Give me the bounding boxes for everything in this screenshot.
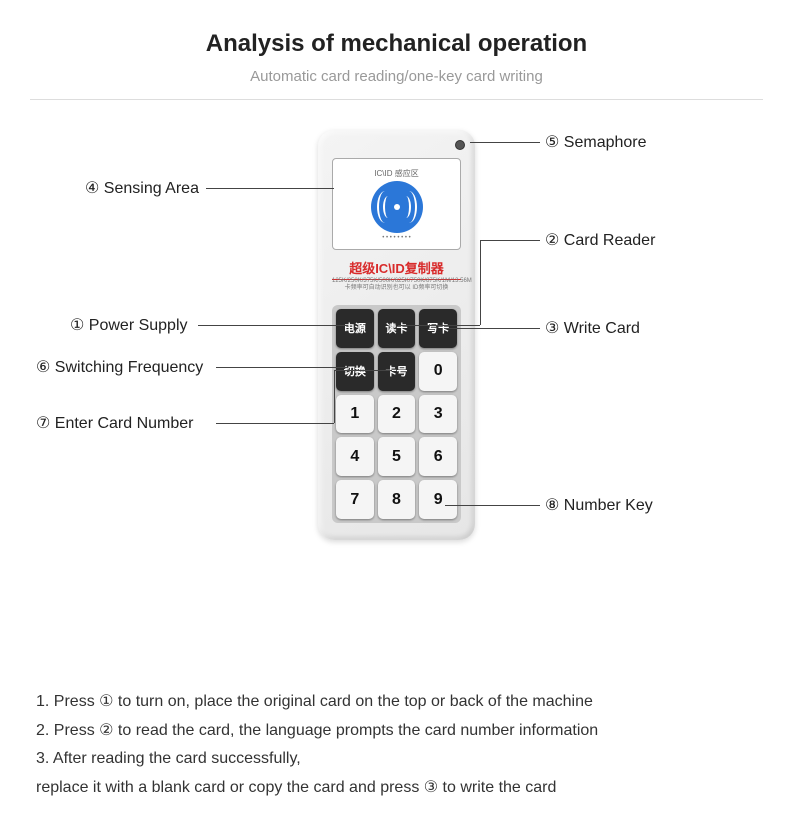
num-7-button[interactable]: 7 [336,480,374,519]
page-subtitle: Automatic card reading/one-key card writ… [0,68,793,85]
leader-line [480,240,540,241]
num-8-button[interactable]: 8 [378,480,416,519]
callout-semaphore: ⑤ Semaphore [545,132,647,152]
leader-line [198,325,348,326]
card-number-button[interactable]: 卡号 [378,352,416,391]
keypad: 电源 读卡 写卡 切换 卡号 0 1 2 3 4 5 6 7 8 9 [332,305,461,523]
device-body: IC\ID 感应区 • • • • • • • • 超级IC\ID复制器 125… [318,130,475,540]
leader-line [206,188,334,189]
num-2-button[interactable]: 2 [378,395,416,434]
diagram-canvas: IC\ID 感应区 • • • • • • • • 超级IC\ID复制器 125… [0,110,793,610]
num-9-button[interactable]: 9 [419,480,457,519]
num-4-button[interactable]: 4 [336,437,374,476]
leader-line [216,367,348,368]
leader-line [334,370,335,423]
leader-line [398,325,480,326]
leader-line [334,370,392,371]
num-0-button[interactable]: 0 [419,352,457,391]
sensing-area-screen: IC\ID 感应区 • • • • • • • • [332,158,461,250]
num-5-button[interactable]: 5 [378,437,416,476]
read-card-button[interactable]: 读卡 [378,309,416,348]
num-6-button[interactable]: 6 [419,437,457,476]
leader-line [480,240,481,325]
callout-sensing-area: ④ Sensing Area [85,178,199,198]
instruction-line: replace it with a blank card or copy the… [36,774,757,803]
instruction-line: 3. After reading the card successfully, [36,745,757,774]
callout-enter-card-number: ⑦ Enter Card Number [36,413,194,433]
leader-line [445,505,540,506]
rfid-icon [371,181,423,233]
screen-bottom-text: • • • • • • • • [382,235,410,241]
screen-top-label: IC\ID 感应区 [374,168,418,179]
device-title-red: 超级IC\ID复制器 [332,258,461,280]
power-button[interactable]: 电源 [336,309,374,348]
callout-power-supply: ① Power Supply [70,315,188,335]
page-title: Analysis of mechanical operation [0,30,793,58]
switch-button[interactable]: 切换 [336,352,374,391]
leader-line [470,142,540,143]
leader-line [445,328,540,329]
instruction-line: 2. Press ② to read the card, the languag… [36,717,757,746]
instructions-block: 1. Press ① to turn on, place the origina… [36,688,757,803]
callout-card-reader: ② Card Reader [545,230,655,250]
semaphore-led [455,140,465,150]
divider [30,99,763,100]
device-freq-text: 125K/250K/375K/500K/625K/750K/875K/1M/13… [332,278,461,292]
callout-write-card: ③ Write Card [545,318,640,338]
num-1-button[interactable]: 1 [336,395,374,434]
instruction-line: 1. Press ① to turn on, place the origina… [36,688,757,717]
callout-switching-freq: ⑥ Switching Frequency [36,357,203,377]
num-3-button[interactable]: 3 [419,395,457,434]
callout-number-key: ⑧ Number Key [545,495,653,515]
leader-line [216,423,334,424]
